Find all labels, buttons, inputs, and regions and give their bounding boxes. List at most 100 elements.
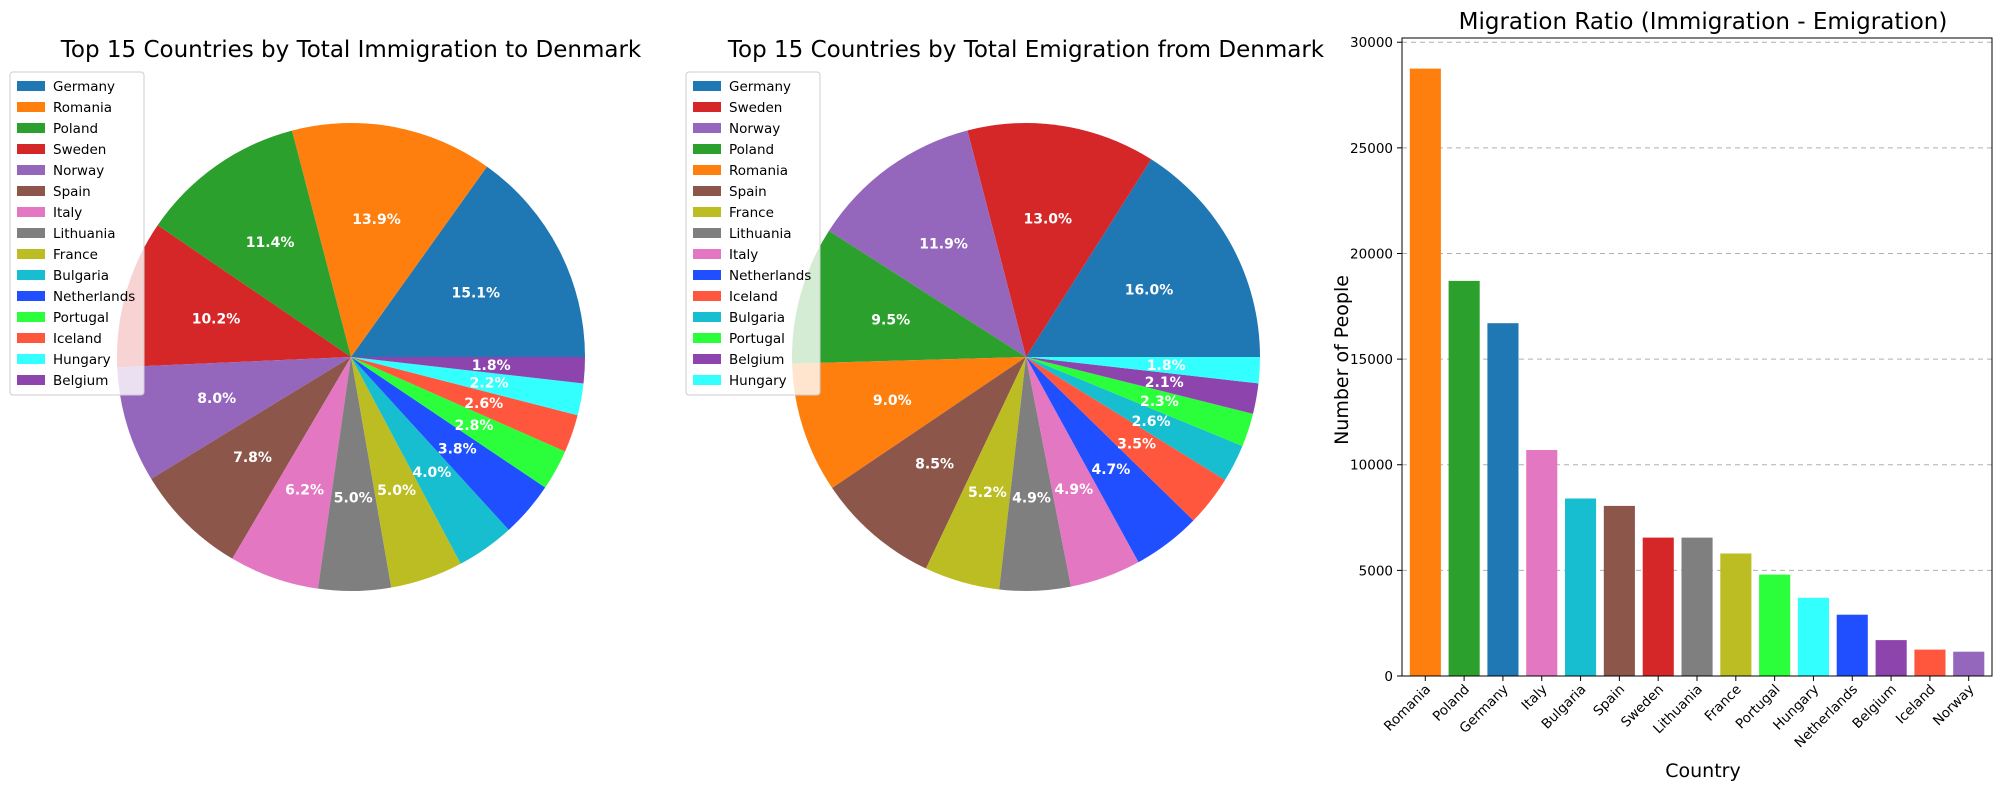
immigration-percent-label-netherlands: 3.8% — [438, 442, 477, 458]
y-tick-label: 25000 — [1350, 141, 1393, 157]
bar-sweden — [1642, 537, 1674, 676]
immigration-slice-france — [351, 357, 461, 588]
y-tick-label: 10000 — [1350, 458, 1393, 474]
emigration-legend-swatch-italy — [693, 249, 721, 259]
emigration-legend-label-iceland: Iceland — [729, 289, 778, 305]
immigration-percent-label-germany: 15.1% — [452, 286, 501, 302]
bar-lithuania — [1681, 537, 1713, 676]
emigration-slice-norway — [828, 130, 1026, 357]
emigration-percent-label-portugal: 2.3% — [1140, 394, 1179, 410]
immigration-legend-label-portugal: Portugal — [53, 310, 109, 326]
immigration-legend-swatch-netherlands — [17, 291, 45, 301]
emigration-percent-label-bulgaria: 2.6% — [1132, 414, 1171, 430]
y-tick-label: 5000 — [1359, 563, 1393, 579]
emigration-legend-swatch-germany — [693, 81, 721, 91]
immigration-legend-swatch-france — [17, 249, 45, 259]
emigration-legend-swatch-poland — [693, 144, 721, 154]
emigration-legend-swatch-bulgaria — [693, 312, 721, 322]
y-tick-label: 0 — [1384, 669, 1393, 685]
immigration-slice-portugal — [351, 357, 566, 488]
emigration-percent-label-lithuania: 4.9% — [1012, 490, 1051, 506]
emigration-legend-label-portugal: Portugal — [729, 331, 785, 347]
x-tick-label-italy: Italy — [1519, 682, 1551, 714]
bar-italy — [1526, 450, 1558, 676]
immigration-percent-label-poland: 11.4% — [246, 235, 295, 251]
emigration-legend-label-france: France — [729, 205, 774, 221]
immigration-percent-label-norway: 8.0% — [197, 391, 236, 407]
y-tick-label: 20000 — [1350, 246, 1393, 262]
emigration-legend-label-romania: Romania — [729, 163, 788, 179]
immigration-legend-label-sweden: Sweden — [53, 142, 106, 158]
immigration-legend-swatch-hungary — [17, 354, 45, 364]
immigration-legend-label-lithuania: Lithuania — [53, 226, 116, 242]
emigration-percent-label-france: 5.2% — [968, 485, 1007, 501]
emigration-legend-label-belgium: Belgium — [729, 352, 784, 368]
immigration-legend-swatch-poland — [17, 123, 45, 133]
immigration-slice-italy — [232, 357, 351, 589]
bar-bulgaria — [1565, 498, 1597, 676]
immigration-slice-poland — [157, 130, 351, 357]
immigration-legend-swatch-romania — [17, 102, 45, 112]
emigration-percent-label-norway: 11.9% — [919, 236, 968, 252]
emigration-slice-iceland — [1026, 357, 1226, 521]
emigration-slice-hungary — [1026, 357, 1260, 384]
emigration-slice-italy — [1026, 357, 1139, 587]
emigration-legend-swatch-belgium — [693, 354, 721, 364]
immigration-percent-label-sweden: 10.2% — [192, 312, 241, 328]
bar-france — [1720, 553, 1752, 676]
emigration-pie-chart: Top 15 Countries by Total Emigration fro… — [685, 37, 1325, 592]
bar-belgium — [1875, 640, 1907, 676]
immigration-legend-swatch-belgium — [17, 375, 45, 385]
immigration-slice-sweden — [117, 225, 351, 368]
immigration-percent-label-portugal: 2.8% — [455, 418, 494, 434]
emigration-legend-swatch-sweden — [693, 102, 721, 112]
emigration-slice-sweden — [967, 123, 1152, 357]
emigration-legend-label-italy: Italy — [729, 247, 758, 263]
immigration-slice-netherlands — [351, 357, 546, 530]
emigration-percent-label-netherlands: 4.7% — [1091, 462, 1130, 478]
emigration-slice-bulgaria — [1026, 357, 1243, 480]
emigration-slice-romania — [792, 357, 1026, 489]
immigration-legend-label-romania: Romania — [53, 100, 112, 116]
immigration-percent-label-bulgaria: 4.0% — [412, 465, 451, 481]
immigration-legend-label-hungary: Hungary — [53, 352, 111, 368]
emigration-slice-portugal — [1026, 357, 1253, 446]
emigration-slice-belgium — [1026, 357, 1259, 414]
immigration-legend-label-norway: Norway — [53, 163, 104, 179]
emigration-slice-germany — [1026, 159, 1260, 357]
emigration-pie-percent-labels: 16.0% 13.0% 11.9% 9.5% 9.0% 8.5% 5.2% 4.9%4.9% 4… — [871, 211, 1185, 506]
immigration-slice-iceland — [351, 357, 578, 452]
immigration-legend-swatch-germany — [17, 81, 45, 91]
emigration-slice-france — [925, 357, 1026, 590]
immigration-slice-spain — [151, 357, 351, 559]
emigration-legend-label-sweden: Sweden — [729, 100, 782, 116]
emigration-percent-label-iceland: 3.5% — [1117, 437, 1156, 453]
emigration-legend-swatch-portugal — [693, 333, 721, 343]
emigration-legend-label-bulgaria: Bulgaria — [729, 310, 785, 326]
immigration-legend-swatch-sweden — [17, 144, 45, 154]
emigration-percent-label-poland: 9.5% — [871, 313, 910, 329]
emigration-legend-swatch-norway — [693, 123, 721, 133]
bar-chart-bars — [1409, 68, 1985, 677]
emigration-slice-netherlands — [1026, 357, 1194, 563]
emigration-slice-spain — [832, 357, 1026, 569]
immigration-legend-label-bulgaria: Bulgaria — [53, 268, 109, 284]
emigration-legend-label-norway: Norway — [729, 121, 780, 137]
immigration-legend-label-germany: Germany — [53, 79, 115, 95]
immigration-legend-swatch-spain — [17, 186, 45, 196]
immigration-legend-label-france: France — [53, 247, 98, 263]
emigration-legend-label-spain: Spain — [729, 184, 767, 200]
emigration-slice-lithuania — [999, 357, 1071, 592]
emigration-slice-poland — [791, 230, 1026, 364]
immigration-legend-label-poland: Poland — [53, 121, 98, 137]
emigration-percent-label-germany: 16.0% — [1125, 282, 1174, 298]
emigration-pie-legend: Germany Sweden Norway Poland Romania Spain Fra… — [685, 71, 821, 396]
immigration-legend-label-netherlands: Netherlands — [53, 289, 135, 305]
immigration-legend-swatch-portugal — [17, 312, 45, 322]
emigration-legend-label-germany: Germany — [729, 79, 791, 95]
emigration-legend-swatch-lithuania — [693, 228, 721, 238]
immigration-pie-slices — [117, 123, 585, 592]
x-tick-label-romania: Romania — [1381, 682, 1434, 735]
bar-spain — [1603, 505, 1635, 676]
